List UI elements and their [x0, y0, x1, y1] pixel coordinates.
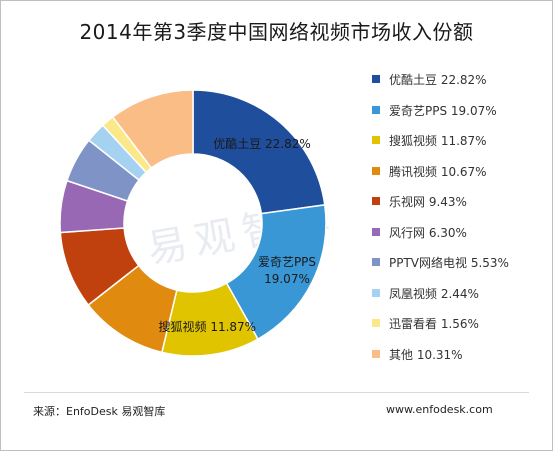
- legend-swatch: [372, 136, 380, 144]
- legend-item: PPTV网络电视 5.53%: [372, 256, 547, 287]
- legend-swatch: [372, 288, 380, 297]
- legend-label: 腾讯视频 10.67%: [389, 164, 487, 179]
- legend-label: 优酷土豆 22.82%: [389, 73, 487, 87]
- legend-item: 爱奇艺PPS 19.07%: [372, 104, 547, 135]
- legend-swatch: [372, 105, 380, 114]
- legend-item: 凤凰视频 2.44%: [372, 287, 547, 318]
- website-link[interactable]: www.enfodesk.com: [386, 403, 493, 416]
- legend-label: 搜狐视频 11.87%: [389, 134, 487, 148]
- legend-label: 风行网 6.30%: [389, 225, 467, 240]
- legend-swatch: [372, 75, 380, 83]
- slice-label-1: 优酷土豆 22.82%: [213, 137, 311, 151]
- slice-label-3: 搜狐视频 11.87%: [159, 319, 257, 334]
- legend-item: 优酷土豆 22.82%: [372, 73, 547, 104]
- legend-item: 其他 10.31%: [372, 348, 547, 379]
- legend-item: 腾讯视频 10.67%: [372, 165, 547, 196]
- legend-item: 风行网 6.30%: [372, 226, 547, 257]
- legend-swatch: [372, 258, 380, 266]
- slice-10[interactable]: [111, 89, 194, 170]
- legend-item: 迅雷看看 1.56%: [372, 317, 547, 348]
- legend-swatch: [372, 227, 380, 236]
- legend-item: 搜狐视频 11.87%: [372, 134, 547, 165]
- source-note: 来源：EnfoDesk 易观智库: [33, 405, 166, 418]
- legend-label: 迅雷看看 1.56%: [389, 317, 479, 331]
- footer-divider: [24, 392, 529, 393]
- legend-swatch: [372, 349, 380, 358]
- legend-label: 其他 10.31%: [389, 347, 463, 362]
- legend-swatch: [372, 197, 380, 205]
- legend-label: 爱奇艺PPS 19.07%: [389, 103, 497, 118]
- legend-label: PPTV网络电视 5.53%: [389, 256, 509, 270]
- legend: 优酷土豆 22.82% 爱奇艺PPS 19.07% 搜狐视频 11.87% 腾讯视频 …: [372, 73, 547, 378]
- legend-label: 凤凰视频 2.44%: [389, 286, 479, 301]
- legend-swatch: [372, 319, 380, 327]
- chart-title: 2014年第3季度中国网络视频市场收入份额: [79, 20, 474, 44]
- legend-label: 乐视网 9.43%: [389, 195, 467, 209]
- slice-1[interactable]: [192, 89, 326, 215]
- slice-2[interactable]: [225, 203, 327, 341]
- legend-item: 乐视网 9.43%: [372, 195, 547, 226]
- slice-label-2: 爱奇艺PPS 19.07%: [258, 255, 316, 286]
- legend-swatch: [372, 166, 380, 175]
